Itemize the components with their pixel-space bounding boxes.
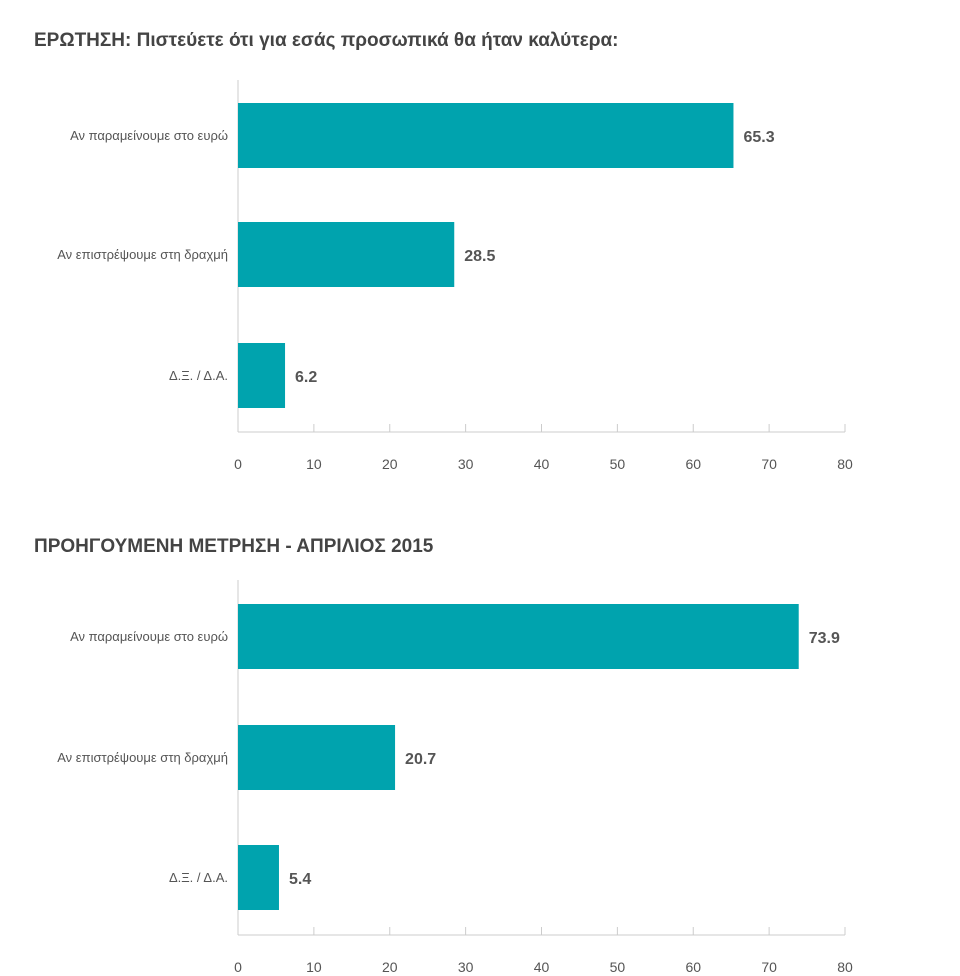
x-tick-label: 40 (534, 959, 550, 975)
bar (238, 845, 279, 910)
x-tick-label: 50 (610, 456, 626, 472)
x-tick-label: 20 (382, 456, 398, 472)
x-tick-label: 60 (685, 959, 701, 975)
category-label: Δ.Ξ. / Δ.Α. (169, 870, 228, 885)
x-tick-label: 30 (458, 959, 474, 975)
x-tick-label: 0 (234, 959, 242, 975)
bar (238, 725, 396, 790)
bar (238, 343, 286, 408)
bar (238, 604, 799, 669)
bar-value-label: 65.3 (743, 129, 774, 146)
x-tick-label: 80 (837, 456, 853, 472)
bar-value-label: 28.5 (464, 248, 495, 265)
x-tick-label: 30 (458, 456, 474, 472)
chart-1-title: ΕΡΩΤΗΣΗ: Πιστεύετε ότι για εσάς προσωπικ… (34, 30, 619, 51)
x-tick-label: 80 (837, 959, 853, 975)
bar-value-label: 6.2 (295, 369, 317, 386)
chart-2-title: ΠΡΟΗΓΟΥΜΕΝΗ ΜΕΤΡΗΣΗ - ΑΠΡΙΛΙΟΣ 2015 (34, 536, 434, 557)
x-tick-label: 70 (761, 959, 777, 975)
x-tick-label: 40 (534, 456, 550, 472)
bar-value-label: 20.7 (405, 751, 436, 768)
bar-value-label: 5.4 (289, 871, 311, 888)
x-tick-label: 10 (306, 456, 322, 472)
x-tick-label: 10 (306, 959, 322, 975)
category-label: Αν παραμείνουμε στο ευρώ (70, 128, 228, 143)
category-label: Δ.Ξ. / Δ.Α. (169, 368, 228, 383)
bar (238, 103, 734, 168)
category-label: Αν παραμείνουμε στο ευρώ (70, 629, 228, 644)
bar (238, 222, 455, 287)
x-tick-label: 70 (761, 456, 777, 472)
x-tick-label: 20 (382, 959, 398, 975)
category-label: Αν επιστρέψουμε στη δραχμή (57, 247, 228, 262)
x-tick-label: 60 (685, 456, 701, 472)
category-label: Αν επιστρέψουμε στη δραχμή (57, 750, 228, 765)
x-tick-label: 0 (234, 456, 242, 472)
bar-value-label: 73.9 (809, 630, 840, 647)
x-tick-label: 50 (610, 959, 626, 975)
